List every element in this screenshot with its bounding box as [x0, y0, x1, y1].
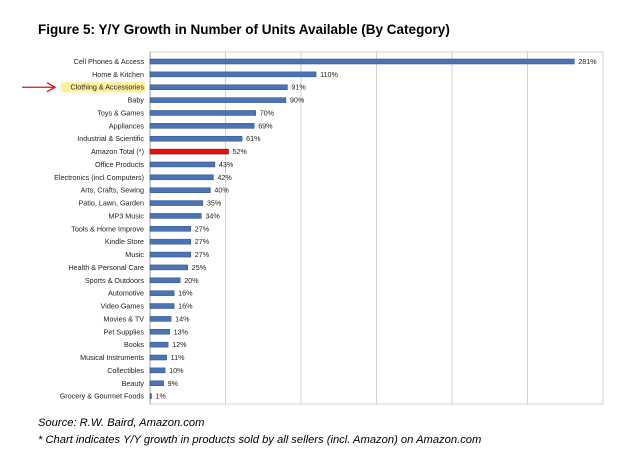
pointer-arrow — [22, 82, 57, 93]
data-label: 11% — [171, 353, 185, 362]
data-label: 61% — [246, 134, 261, 143]
bar — [149, 110, 256, 116]
bar — [149, 58, 575, 65]
category-label: Office Products — [95, 160, 144, 169]
bar — [149, 290, 175, 296]
bar — [149, 135, 243, 142]
data-label: 91% — [291, 83, 306, 92]
category-label: Home & Kitchen — [92, 70, 144, 79]
data-label: 110% — [320, 70, 338, 79]
data-label: 27% — [195, 224, 210, 233]
data-label: 42% — [217, 173, 232, 182]
bar — [149, 200, 204, 206]
category-label: Baby — [128, 96, 145, 105]
bars — [149, 58, 575, 399]
data-label: 43% — [219, 160, 234, 169]
data-label: 9% — [168, 379, 179, 388]
data-label: 25% — [192, 263, 207, 272]
data-label: 1% — [156, 392, 167, 401]
category-label: Tools & Home Improve — [71, 224, 144, 233]
data-label: 10% — [169, 366, 184, 375]
bar — [149, 213, 202, 219]
category-label: Electronics (incl Computers) — [54, 173, 144, 182]
bar — [149, 393, 152, 399]
arrow-head — [46, 82, 57, 93]
data-label: 70% — [260, 108, 275, 117]
data-label: 12% — [172, 340, 187, 349]
category-label: MP3 Music — [108, 211, 144, 220]
category-label: Kindle Store — [105, 237, 144, 246]
category-label: Patio, Lawn, Garden — [78, 199, 144, 208]
data-label: 27% — [195, 250, 210, 259]
data-label: 13% — [174, 327, 189, 336]
data-label: 16% — [178, 289, 193, 298]
bar — [149, 84, 288, 90]
category-label: Appliances — [109, 121, 145, 130]
category-label: Toys & Games — [97, 108, 144, 117]
category-label: Collectibles — [107, 366, 144, 375]
bar — [149, 161, 216, 168]
bar — [149, 264, 188, 271]
category-labels: Cell Phones & Access Home & Kitchen Clothi… — [54, 57, 145, 401]
bar — [149, 123, 255, 129]
category-label: Beauty — [122, 379, 145, 388]
category-label: Movies & TV — [103, 314, 144, 323]
data-label: 34% — [205, 211, 220, 220]
data-label: 281% — [578, 57, 597, 66]
data-label: 20% — [184, 276, 199, 285]
category-label: Amazon Total (*) — [91, 147, 144, 156]
bar — [149, 277, 181, 284]
bar — [149, 174, 214, 181]
category-label: Music — [125, 250, 144, 259]
data-label: 69% — [258, 121, 273, 130]
bar — [149, 238, 192, 245]
gridlines — [149, 51, 604, 405]
bar — [149, 71, 317, 78]
data-label: 14% — [175, 314, 190, 323]
label-highlight — [61, 82, 145, 93]
bar — [149, 226, 192, 232]
chart-title: Figure 5: Y/Y Growth in Number of Units … — [38, 22, 450, 37]
category-label: Arts, Crafts, Sewing — [80, 186, 144, 195]
data-label: 16% — [178, 302, 193, 311]
category-label: Health & Personal Care — [68, 263, 144, 272]
bar — [149, 187, 211, 193]
data-label: 27% — [195, 237, 210, 246]
category-label: Pet Supplies — [104, 327, 145, 336]
bar — [149, 303, 175, 309]
category-label: Cell Phones & Access — [74, 57, 145, 66]
bar — [149, 367, 166, 374]
bar — [149, 251, 192, 258]
category-label: Musical Instruments — [80, 353, 144, 362]
bar — [149, 316, 172, 322]
footnote: * Chart indicates Y/Y growth in products… — [38, 434, 482, 446]
bar-chart: Cell Phones & Access Home & Kitchen Clothi… — [22, 51, 604, 405]
category-label: Industrial & Scientific — [77, 134, 144, 143]
category-label: Video Games — [101, 302, 145, 311]
category-label: Automotive — [108, 289, 144, 298]
data-label: 40% — [214, 186, 229, 195]
value-labels: 281% 110% 91% 90% 70% 69% 61% 52% 43% 42% 40% 35% 34… — [156, 57, 598, 401]
data-label: 52% — [233, 147, 248, 156]
bar — [149, 148, 229, 155]
bar — [149, 341, 169, 348]
bar — [149, 354, 167, 361]
category-label: Grocery & Gourmet Foods — [60, 392, 145, 401]
category-label: Books — [124, 340, 144, 349]
bar — [149, 329, 170, 335]
category-label: Clothing & Accessories — [70, 83, 144, 92]
data-label: 90% — [290, 96, 305, 105]
category-label: Sports & Outdoors — [85, 276, 145, 285]
source-note: Source: R.W. Baird, Amazon.com — [38, 417, 205, 429]
data-label: 35% — [207, 199, 222, 208]
bar — [149, 97, 287, 103]
bar — [149, 380, 164, 386]
